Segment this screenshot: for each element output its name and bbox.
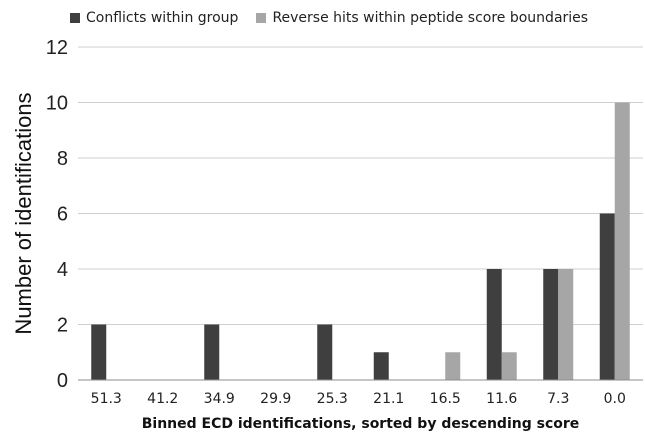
bar-reverse-hits [445,352,461,380]
bar-conflicts [373,352,389,380]
y-tick-label: 6 [57,204,68,226]
x-tick-label: 21.1 [373,391,404,407]
bar-conflicts [204,324,220,380]
y-tick-label: 10 [46,93,68,115]
bar-conflicts [486,269,502,380]
y-tick-label: 8 [57,148,68,170]
x-tick-label: 11.6 [486,391,517,407]
x-tick-label: 0.0 [604,391,626,407]
legend-item-reverse-hits: Reverse hits within peptide score bounda… [256,10,588,26]
x-tick-label: 7.3 [547,391,569,407]
x-tick-label: 29.9 [260,391,291,407]
legend-item-conflicts: Conflicts within group [70,10,238,26]
x-tick-label: 16.5 [430,391,461,407]
x-tick-labels: 51.3 41.2 34.9 29.9 25.3 21.1 16.5 11.6 7.3 0.0 [91,391,626,407]
bar-conflicts [543,269,559,380]
x-tick-label: 25.3 [317,391,348,407]
y-tick-label: 2 [57,315,68,337]
bar-reverse-hits [558,269,574,380]
bars [91,102,630,380]
y-tick-labels: 0 2 4 6 8 10 12 [46,37,68,392]
y-tick-label: 0 [57,370,68,392]
legend-swatch-conflicts [70,13,80,23]
legend-label-conflicts: Conflicts within group [86,10,239,26]
bar-conflicts [599,213,615,380]
bar-reverse-hits [501,352,517,380]
legend-label-reverse-hits: Reverse hits within peptide score bounda… [272,10,589,26]
bar-reverse-hits [614,102,630,380]
x-tick-label: 41.2 [147,391,178,407]
x-tick-label: 51.3 [91,391,122,407]
x-tick-label: 34.9 [204,391,235,407]
bar-conflicts [317,324,333,380]
bar-conflicts [91,324,107,380]
y-tick-label: 4 [57,259,68,281]
y-axis-label: Number of identifications [11,92,36,334]
legend-swatch-reverse-hits [256,13,267,23]
x-axis-label: Binned ECD identifications, sorted by de… [142,416,580,432]
gridlines [78,46,643,325]
y-tick-label: 12 [46,37,68,59]
legend: Conflicts within group Reverse hits with… [70,10,588,26]
